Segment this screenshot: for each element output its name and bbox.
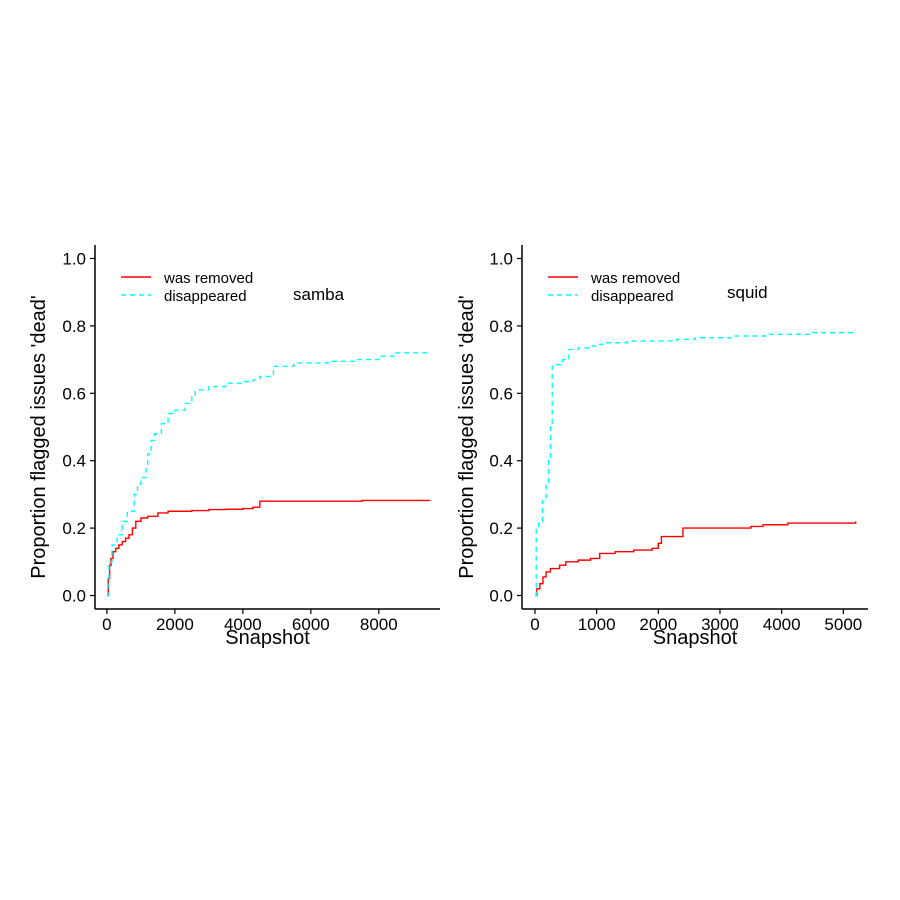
x-tick-label: 4000: [763, 615, 801, 634]
y-tick-label: 0.2: [62, 519, 86, 538]
legend-label-was-removed: was removed: [590, 270, 680, 287]
x-ticks: 0 1000 2000 3000 4000 5000: [530, 609, 862, 634]
y-tick-label: 0.0: [489, 587, 513, 606]
series-layer: [534, 331, 857, 597]
y-tick-label: 1.0: [62, 249, 86, 268]
x-tick-label: 8000: [360, 615, 398, 634]
x-tick-label: 0: [530, 615, 539, 634]
y-axis-title: Proportion flagged issues 'dead': [456, 295, 478, 578]
y-tick-label: 0.8: [489, 317, 513, 336]
y-tick-label: 0.4: [489, 452, 513, 471]
panel-annotation: squid: [727, 283, 768, 302]
x-tick-label: 2000: [639, 615, 677, 634]
y-tick-label: 0.0: [62, 587, 86, 606]
series-line-was-removed: [106, 499, 431, 597]
series-layer: [106, 352, 431, 597]
x-axis-title: Snapshot: [653, 627, 738, 649]
x-tick-label: 3000: [701, 615, 739, 634]
y-tick-label: 0.8: [62, 317, 86, 336]
series-line-disappeared: [106, 352, 430, 597]
x-tick-label: 0: [102, 615, 111, 634]
legend-label-disappeared: disappeared: [164, 288, 247, 305]
x-tick-label: 2000: [156, 615, 194, 634]
legend: was removed disappeared: [548, 270, 680, 305]
legend-label-was-removed: was removed: [163, 270, 253, 287]
x-tick-label: 1000: [578, 615, 616, 634]
chart-panel-squid: 0.0 0.2 0.4 0.6 0.8 1.0 0 1000 2000 3000 4000 5000…: [456, 245, 868, 649]
x-tick-label: 6000: [292, 615, 330, 634]
y-tick-label: 0.2: [489, 519, 513, 538]
y-axis-title: Proportion flagged issues 'dead': [28, 295, 50, 578]
x-tick-label: 4000: [224, 615, 262, 634]
chart-panel-samba: 0.0 0.2 0.4 0.6 0.8 1.0 0 2000 4000 6000 8000 Sna…: [28, 245, 440, 649]
x-ticks: 0 2000 4000 6000 8000: [102, 609, 398, 634]
y-tick-label: 1.0: [489, 249, 513, 268]
y-tick-label: 0.6: [489, 384, 513, 403]
series-line-was-removed: [534, 521, 857, 597]
y-tick-label: 0.4: [62, 452, 86, 471]
y-ticks: 0.0 0.2 0.4 0.6 0.8 1.0: [62, 249, 95, 606]
series-line-disappeared: [534, 331, 856, 597]
panel-annotation: samba: [293, 285, 345, 304]
y-tick-label: 0.6: [62, 384, 86, 403]
x-axis-title: Snapshot: [225, 627, 310, 649]
y-ticks: 0.0 0.2 0.4 0.6 0.8 1.0: [489, 249, 522, 606]
legend-label-disappeared: disappeared: [591, 288, 674, 305]
legend: was removed disappeared: [121, 270, 253, 305]
x-tick-label: 5000: [824, 615, 862, 634]
